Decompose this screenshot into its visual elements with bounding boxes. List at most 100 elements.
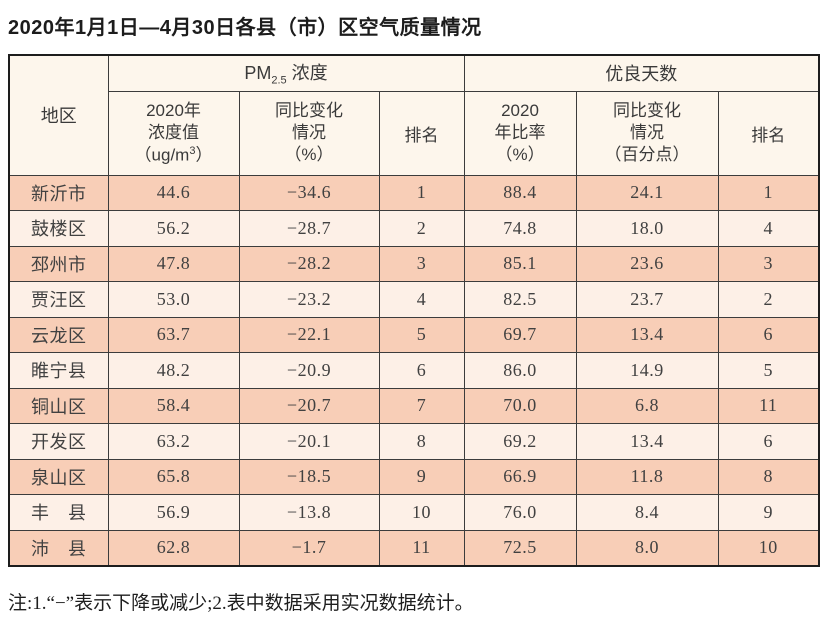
cell-pm25-rank: 2	[378, 210, 465, 247]
pm-subscript: 2.5	[271, 75, 287, 88]
header-pm25-change: 同比变化 情况 （%）	[238, 90, 380, 176]
cell-pm25-rank: 7	[378, 387, 465, 424]
cell-pm25-rank: 3	[378, 245, 465, 282]
cell-good-rank: 2	[717, 281, 820, 318]
table-row: 云龙区 63.7 −22.1 5 69.7 13.4 6	[8, 316, 820, 353]
cell-pm25-rank: 1	[378, 174, 465, 211]
cell-good-ratio: 69.7	[463, 316, 577, 353]
cell-good-ratio: 85.1	[463, 245, 577, 282]
footnote: 注:1.“−”表示下降或减少;2.表中数据采用实况数据统计。	[8, 592, 474, 614]
cell-good-rank: 6	[717, 423, 820, 460]
cell-good-ratio: 86.0	[463, 352, 577, 389]
cell-pm25-rank: 4	[378, 281, 465, 318]
table-row: 邳州市 47.8 −28.2 3 85.1 23.6 3	[8, 245, 820, 282]
pm-label: PM	[244, 63, 272, 84]
cell-region: 鼓楼区	[8, 210, 109, 247]
cell-region: 睢宁县	[8, 352, 109, 389]
table-row: 开发区 63.2 −20.1 8 69.2 13.4 6	[8, 423, 820, 460]
cell-good-change: 8.0	[575, 529, 719, 566]
cell-pm25-change: −18.5	[238, 458, 380, 495]
cell-good-rank: 1	[717, 174, 820, 211]
cell-good-rank: 4	[717, 210, 820, 247]
cell-good-ratio: 74.8	[463, 210, 577, 247]
cell-good-rank: 3	[717, 245, 820, 282]
cell-good-change: 24.1	[575, 174, 719, 211]
cell-pm25-rank: 5	[378, 316, 465, 353]
cell-pm25-change: −20.9	[238, 352, 380, 389]
cell-pm25-change: −1.7	[238, 529, 380, 566]
cell-pm25-value: 56.9	[107, 494, 240, 531]
cell-pm25-value: 62.8	[107, 529, 240, 566]
cell-good-ratio: 72.5	[463, 529, 577, 566]
cell-pm25-rank: 10	[378, 494, 465, 531]
cell-pm25-rank: 8	[378, 423, 465, 460]
cell-good-change: 8.4	[575, 494, 719, 531]
cell-good-change: 23.7	[575, 281, 719, 318]
table-row: 鼓楼区 56.2 −28.7 2 74.8 18.0 4	[8, 210, 820, 247]
cell-good-rank: 9	[717, 494, 820, 531]
pm-suffix: 浓度	[291, 63, 328, 84]
cell-good-rank: 11	[717, 387, 820, 424]
cell-pm25-rank: 11	[378, 529, 465, 566]
cell-pm25-rank: 9	[378, 458, 465, 495]
header-good-change: 同比变化 情况 （百分点）	[575, 90, 719, 176]
cell-good-rank: 6	[717, 316, 820, 353]
cell-pm25-value: 47.8	[107, 245, 240, 282]
cell-good-rank: 8	[717, 458, 820, 495]
cell-good-rank: 10	[717, 529, 820, 566]
table-row: 贾汪区 53.0 −23.2 4 82.5 23.7 2	[8, 281, 820, 318]
cell-good-change: 6.8	[575, 387, 719, 424]
cell-pm25-value: 63.7	[107, 316, 240, 353]
page-title: 2020年1月1日—4月30日各县（市）区空气质量情况	[8, 17, 482, 39]
cell-region: 邳州市	[8, 245, 109, 282]
cell-pm25-value: 48.2	[107, 352, 240, 389]
cell-region: 云龙区	[8, 316, 109, 353]
cell-pm25-change: −23.2	[238, 281, 380, 318]
table-body: 新沂市 44.6 −34.6 1 88.4 24.1 1 鼓楼区 56.2 −2…	[8, 174, 820, 566]
cell-good-change: 14.9	[575, 352, 719, 389]
cell-good-change: 13.4	[575, 316, 719, 353]
table-row: 泉山区 65.8 −18.5 9 66.9 11.8 8	[8, 458, 820, 495]
cell-region: 泉山区	[8, 458, 109, 495]
cell-good-ratio: 69.2	[463, 423, 577, 460]
cell-region: 开发区	[8, 423, 109, 460]
table-row: 睢宁县 48.2 −20.9 6 86.0 14.9 5	[8, 352, 820, 389]
table-row: 丰 县 56.9 −13.8 10 76.0 8.4 9	[8, 494, 820, 531]
air-quality-table: 地区 PM2.5 浓度 优良天数 2020年 浓度值 （ug/m3） 同比变化 情…	[8, 54, 821, 567]
cell-pm25-change: −28.7	[238, 210, 380, 247]
cell-pm25-change: −20.1	[238, 423, 380, 460]
cell-good-change: 13.4	[575, 423, 719, 460]
cell-pm25-value: 56.2	[107, 210, 240, 247]
cell-region: 新沂市	[8, 174, 109, 211]
table-row: 新沂市 44.6 −34.6 1 88.4 24.1 1	[8, 174, 820, 211]
header-pm25-value: 2020年 浓度值 （ug/m3）	[107, 90, 240, 176]
cell-pm25-change: −34.6	[238, 174, 380, 211]
cell-region: 贾汪区	[8, 281, 109, 318]
cell-region: 丰 县	[8, 494, 109, 531]
cell-good-change: 23.6	[575, 245, 719, 282]
table-header: 地区 PM2.5 浓度 优良天数 2020年 浓度值 （ug/m3） 同比变化 情…	[8, 54, 820, 176]
table-row: 沛 县 62.8 −1.7 11 72.5 8.0 10	[8, 529, 820, 566]
cell-pm25-change: −13.8	[238, 494, 380, 531]
cell-good-ratio: 66.9	[463, 458, 577, 495]
cell-pm25-value: 65.8	[107, 458, 240, 495]
cell-region: 铜山区	[8, 387, 109, 424]
cell-pm25-value: 44.6	[107, 174, 240, 211]
cell-good-ratio: 70.0	[463, 387, 577, 424]
cell-pm25-value: 53.0	[107, 281, 240, 318]
header-region: 地区	[8, 54, 109, 176]
cell-pm25-change: −28.2	[238, 245, 380, 282]
cell-pm25-change: −20.7	[238, 387, 380, 424]
cell-good-ratio: 82.5	[463, 281, 577, 318]
header-pm25-rank: 排名	[378, 90, 465, 176]
cell-good-ratio: 76.0	[463, 494, 577, 531]
cell-good-rank: 5	[717, 352, 820, 389]
cell-pm25-rank: 6	[378, 352, 465, 389]
cell-good-ratio: 88.4	[463, 174, 577, 211]
cell-pm25-value: 63.2	[107, 423, 240, 460]
cell-pm25-change: −22.1	[238, 316, 380, 353]
cell-good-change: 18.0	[575, 210, 719, 247]
table-row: 铜山区 58.4 −20.7 7 70.0 6.8 11	[8, 387, 820, 424]
cell-good-change: 11.8	[575, 458, 719, 495]
